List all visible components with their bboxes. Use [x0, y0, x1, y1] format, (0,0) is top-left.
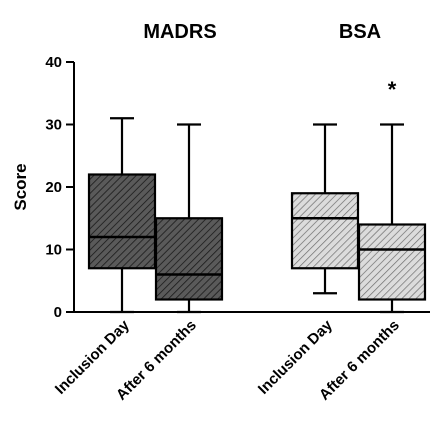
significance-asterisk: *	[388, 77, 397, 102]
box-iqr	[154, 217, 224, 301]
y-tick-label-40: 40	[45, 54, 62, 71]
y-tick-label-10: 10	[45, 242, 62, 259]
y-axis-label: Score	[11, 163, 30, 210]
y-tick-label-30: 30	[45, 117, 62, 134]
annotations: *	[388, 77, 397, 102]
box-bsa-after-6-months	[357, 123, 427, 314]
group-title-madrs: MADRS	[143, 21, 216, 43]
y-tick-label-20: 20	[45, 179, 62, 196]
y-ticks: 0 10 20 30 40	[45, 54, 74, 321]
y-tick-label-0: 0	[54, 304, 62, 321]
box-bsa-inclusion-day	[290, 123, 360, 295]
box-iqr	[357, 223, 427, 301]
group-title-bsa: BSA	[339, 21, 381, 43]
box-madrs-inclusion-day	[87, 117, 157, 314]
box-iqr	[87, 173, 157, 270]
box-madrs-after-6-months	[154, 123, 224, 314]
boxes	[87, 117, 427, 314]
box-iqr	[290, 192, 360, 270]
